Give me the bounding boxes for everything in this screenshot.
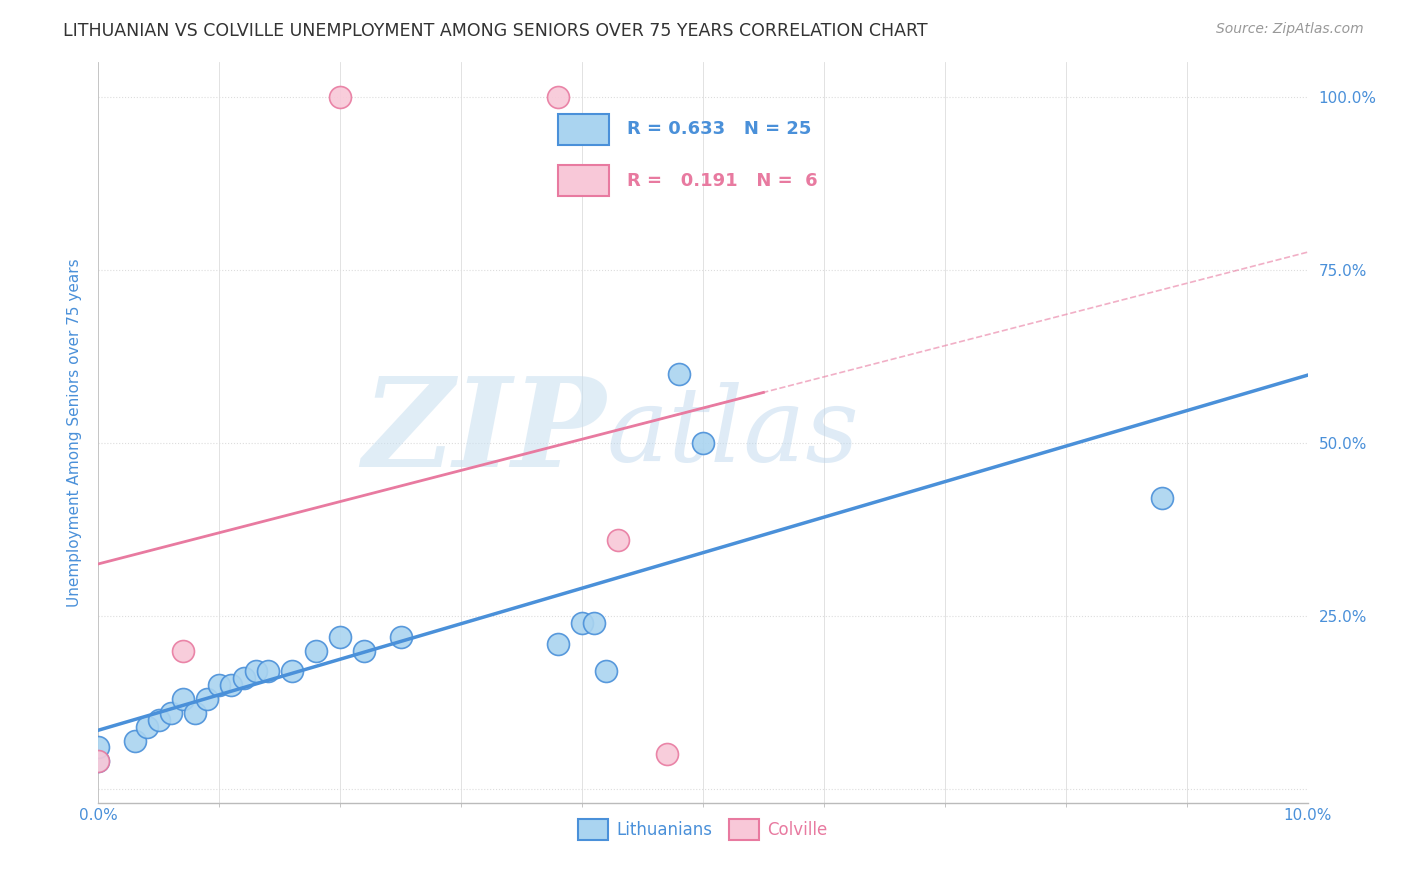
Point	[668, 367, 690, 381]
Text: LITHUANIAN VS COLVILLE UNEMPLOYMENT AMONG SENIORS OVER 75 YEARS CORRELATION CHAR: LITHUANIAN VS COLVILLE UNEMPLOYMENT AMON…	[63, 22, 928, 40]
Point	[305, 643, 328, 657]
Point	[87, 754, 110, 768]
Point	[256, 665, 278, 679]
Point	[221, 678, 243, 692]
Point	[172, 692, 194, 706]
Text: R = 0.633   N = 25: R = 0.633 N = 25	[627, 120, 811, 138]
Point	[184, 706, 207, 720]
Point	[389, 630, 412, 644]
Text: atlas: atlas	[606, 382, 859, 483]
Point	[195, 692, 218, 706]
Text: R =   0.191   N =  6: R = 0.191 N = 6	[627, 172, 817, 190]
Point	[607, 533, 630, 547]
Point	[160, 706, 183, 720]
FancyBboxPatch shape	[558, 165, 609, 196]
Point	[208, 678, 231, 692]
FancyBboxPatch shape	[558, 113, 609, 145]
Text: Source: ZipAtlas.com: Source: ZipAtlas.com	[1216, 22, 1364, 37]
Text: ZIP: ZIP	[363, 372, 606, 493]
Point	[547, 90, 569, 104]
Point	[353, 643, 375, 657]
Point	[135, 720, 157, 734]
Point	[87, 754, 110, 768]
Point	[329, 630, 352, 644]
Legend: Lithuanians, Colville: Lithuanians, Colville	[572, 813, 834, 847]
Point	[692, 436, 714, 450]
Point	[1152, 491, 1174, 506]
Point	[329, 90, 352, 104]
Point	[148, 713, 170, 727]
Point	[281, 665, 304, 679]
Point	[583, 615, 606, 630]
Point	[571, 615, 593, 630]
Point	[547, 637, 569, 651]
Point	[595, 665, 617, 679]
Point	[172, 643, 194, 657]
Y-axis label: Unemployment Among Seniors over 75 years: Unemployment Among Seniors over 75 years	[66, 259, 82, 607]
Point	[245, 665, 267, 679]
Point	[232, 671, 254, 685]
Point	[655, 747, 678, 762]
Point	[87, 740, 110, 755]
Point	[124, 733, 146, 747]
